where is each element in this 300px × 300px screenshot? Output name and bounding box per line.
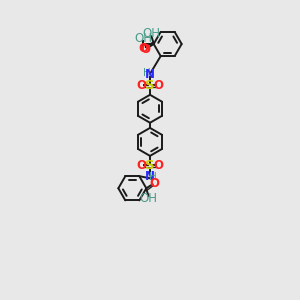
Text: N: N bbox=[145, 170, 155, 183]
Text: OH: OH bbox=[142, 28, 160, 40]
Text: O: O bbox=[141, 43, 151, 56]
Text: O: O bbox=[136, 79, 146, 92]
Text: O: O bbox=[136, 159, 146, 172]
Text: S: S bbox=[145, 80, 155, 92]
Text: O: O bbox=[154, 79, 164, 92]
Text: H: H bbox=[149, 172, 157, 182]
Text: O: O bbox=[149, 177, 159, 190]
Text: OH: OH bbox=[140, 192, 158, 205]
Text: N: N bbox=[145, 68, 155, 81]
Text: O: O bbox=[138, 42, 148, 55]
Text: H: H bbox=[143, 68, 151, 78]
Text: O: O bbox=[154, 159, 164, 172]
Text: OH: OH bbox=[134, 32, 152, 45]
Text: S: S bbox=[145, 159, 155, 172]
